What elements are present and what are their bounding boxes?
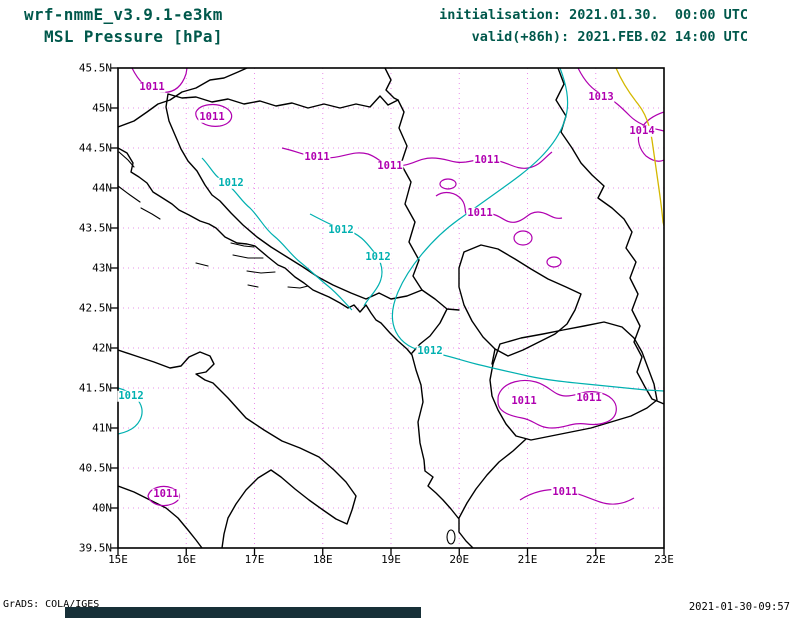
corfu-island [446,529,456,545]
lon-tick-label: 20E [449,553,470,566]
initialisation-time: initialisation: 2021.01.30. 00:00 UTC [439,7,748,23]
italy-adriatic-coast [118,349,357,548]
contour-label-1011: 1011 [198,110,226,123]
contour-1011-macedonia-loop [497,379,617,429]
contour-1011-branch [435,191,563,223]
lon-tick-label: 21E [517,553,538,566]
contour-label-1012: 1012 [327,223,355,236]
lat-tick-label: 45.5N [78,61,112,75]
contour-yellow-topright [615,68,664,227]
contour-label-1012: 1012 [416,344,444,357]
contour-1011-central [281,147,553,169]
lat-tick-label: 39.5N [78,541,112,555]
contour-label-1011: 1011 [138,80,166,93]
bottom-bar [65,607,421,618]
model-title: wrf-nmmE_v3.9.1-e3km [24,5,223,24]
contour-1011-loop-nw [195,103,233,127]
geography-layer [118,68,664,548]
contour-label-1013: 1013 [587,90,615,103]
grid-layer [117,67,665,549]
contour-label-1011: 1011 [575,391,603,404]
lat-tick-label: 42N [92,341,112,355]
dalmatian-islands [118,151,309,289]
lon-tick-label: 18E [312,553,333,566]
contour-label-1012: 1012 [364,250,392,263]
tick-layer [111,67,665,555]
lat-tick-label: 41N [92,421,112,435]
contour-label-1011: 1011 [303,150,331,163]
lat-tick-label: 44N [92,181,112,195]
slovenia-croatia-border [118,68,248,128]
contour-1011-small-loop-2 [513,230,533,246]
contour-label-1012: 1012 [217,176,245,189]
lat-tick-label: 42.5N [78,301,112,315]
lat-tick-label: 44.5N [78,141,112,155]
contour-label-1014: 1014 [628,124,656,137]
lat-tick-label: 40N [92,501,112,515]
lat-tick-label: 45N [92,101,112,115]
grads-credit: GrADS: COLA/IGES [3,599,100,610]
contour-1011-small-loop-3 [546,256,562,268]
croatia-serbia-border [384,68,399,101]
italy-tyrrhenian-coast [118,485,203,548]
contour-label-1011: 1011 [376,159,404,172]
creation-timestamp: 2021-01-30-09:57 [688,601,790,613]
lat-tick-label: 43N [92,261,112,275]
kosovo-borders [458,244,582,357]
contour-1011-small-loop-1 [439,178,457,190]
lon-tick-label: 22E [585,553,606,566]
lon-tick-label: 23E [654,553,674,566]
lon-tick-label: 17E [244,553,265,566]
contour-1011-bottomright [519,488,635,505]
lat-tick-label: 40.5N [78,461,112,475]
contour-label-1011: 1011 [551,485,579,498]
serbia-east-borders [555,68,664,405]
valid-time: valid(+86h): 2021.FEB.02 14:00 UTC [471,29,748,45]
macedonia-borders [489,321,658,441]
lat-tick-label: 43.5N [78,221,112,235]
contour-1014-topright [637,111,664,162]
bosnia-borders [165,93,423,300]
adriatic-coastline [118,147,474,548]
plot-frame [117,67,665,549]
lat-tick-label: 41.5N [78,381,112,395]
montenegro-albania-borders [411,289,527,519]
contour-label-1011: 1011 [473,153,501,166]
contour-label-1012: 1012 [117,389,145,402]
lon-tick-label: 19E [381,553,401,566]
contour-label-1011: 1011 [466,206,494,219]
field-title: MSL Pressure [hPa] [44,27,223,46]
lon-tick-label: 16E [176,553,197,566]
lon-tick-label: 15E [108,553,128,566]
contour-label-1011: 1011 [152,487,180,500]
contour-1012-sweep [391,68,664,392]
contour-label-1011: 1011 [510,394,538,407]
